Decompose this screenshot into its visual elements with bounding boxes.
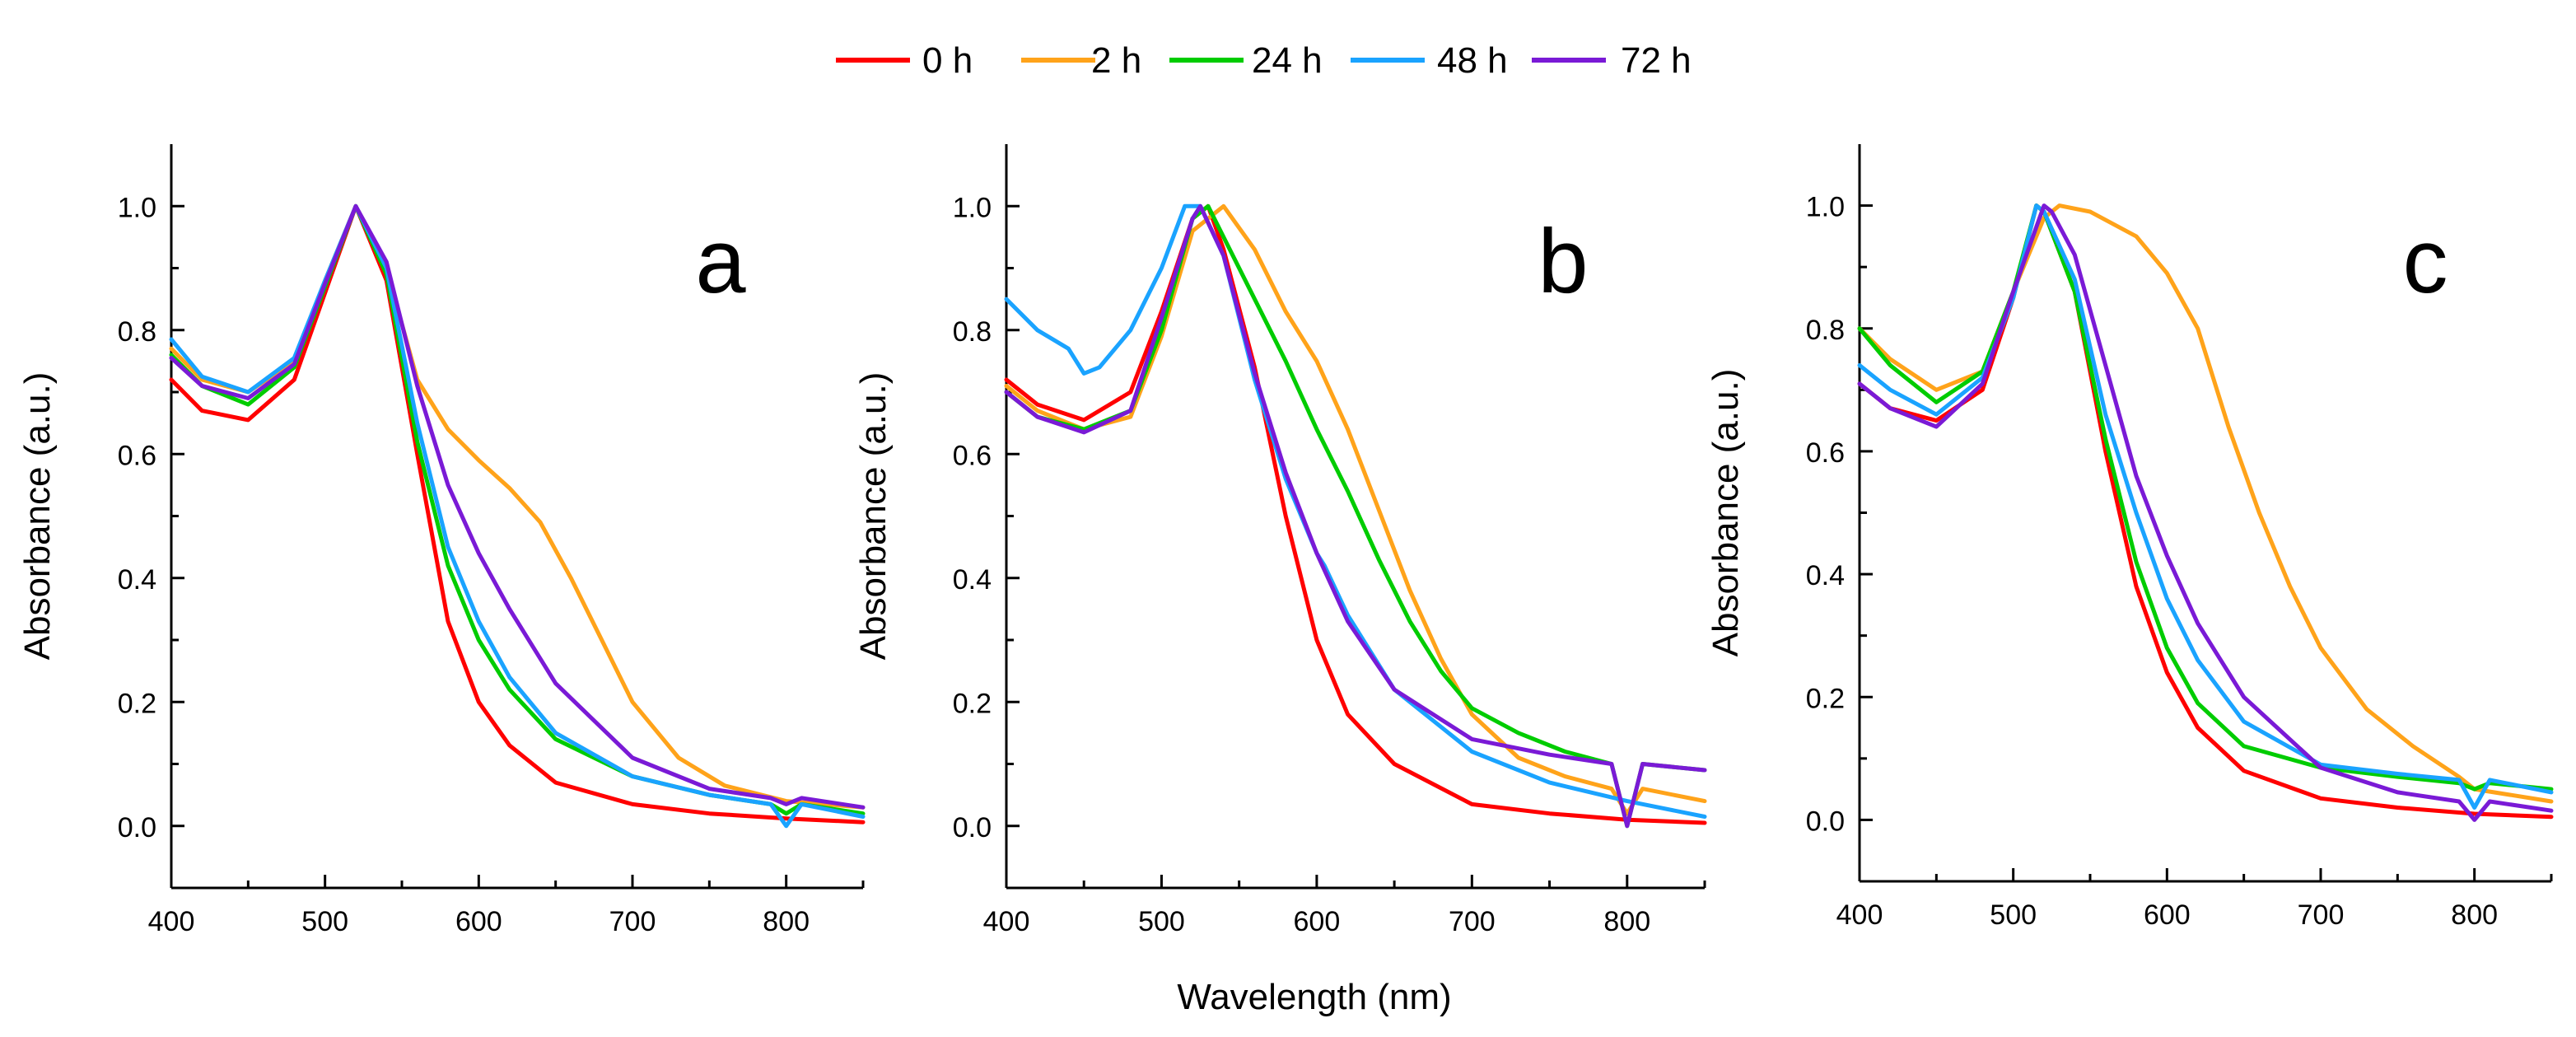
x-tick-label: 800 [763,906,810,937]
x-tick-label: 600 [1294,906,1341,937]
y-tick-label: 0.6 [1806,437,1845,469]
series-line-72h [1004,203,1707,829]
y-tick-label: 0.4 [118,564,156,596]
x-tick-label: 700 [1449,906,1496,937]
x-tick-label: 800 [2451,899,2498,931]
chart-panel-a: 0.0 0.2 0.4 0.6 0.8 1.0 400 500 600 700 800 Absorba… [17,144,866,937]
y-tick-label: 0.4 [1806,560,1845,591]
x-tick-label: 400 [148,906,195,937]
y-tick-label: 0.6 [953,440,992,471]
legend: 0 h 2 h 24 h 48 h 72 h [836,40,1692,81]
series-line-2h [169,203,866,810]
series-line-0h [1004,203,1707,825]
x-tick-label: 800 [1603,906,1650,937]
series-line-24h [169,203,866,816]
legend-label-2: 24 h [1252,40,1323,81]
y-tick-label: 0.2 [953,688,992,719]
x-tick-label: 500 [1990,899,2037,931]
y-tick-label: 0.8 [953,316,992,348]
chart-panel-b: 0.0 0.2 0.4 0.6 0.8 1.0 400 500 600 700 800 Absorba… [853,144,1707,937]
x-tick-label: 400 [983,906,1030,937]
x-tick-label: 500 [1138,906,1185,937]
legend-label-1: 2 h [1091,40,1141,81]
y-axis-label: Absorbance (a.u.) [17,372,58,661]
series-line-72h [169,203,866,810]
x-tick-label: 400 [1836,899,1883,931]
x-tick-label: 700 [609,906,656,937]
y-tick-label: 1.0 [118,192,156,223]
series-line-72h [1857,203,2554,822]
x-tick-label: 500 [301,906,348,937]
x-tick-label: 600 [2144,899,2191,931]
y-axis-label: Absorbance (a.u.) [1706,369,1746,657]
series-line-24h [1004,203,1707,829]
legend-label-4: 72 h [1621,40,1692,81]
y-tick-label: 0.8 [118,316,156,348]
series-line-2h [1004,203,1707,816]
y-tick-label: 0.6 [118,440,156,471]
y-tick-label: 0.4 [953,564,992,596]
x-tick-label: 700 [2298,899,2345,931]
panel-label: c [2403,211,2448,312]
x-tick-label: 600 [455,906,502,937]
y-tick-label: 0.0 [118,812,156,843]
chart-panel-c: 0.0 0.2 0.4 0.6 0.8 1.0 400 500 600 700 800 Absorba… [1706,144,2554,931]
panel-label: a [695,211,746,312]
y-tick-label: 1.0 [953,192,992,223]
y-tick-label: 0.0 [953,812,992,843]
panel-label: b [1538,211,1588,312]
y-tick-label: 1.0 [1806,192,1845,223]
legend-label-3: 48 h [1437,40,1508,81]
y-axis-label: Absorbance (a.u.) [853,372,894,661]
y-tick-label: 0.0 [1806,806,1845,837]
series-line-48h [169,203,866,829]
series-line-0h [169,203,866,824]
x-axis-label: Wavelength (nm) [1177,977,1451,1017]
y-tick-label: 0.2 [118,688,156,719]
legend-label-0: 0 h [922,40,973,81]
y-tick-label: 0.8 [1806,315,1845,346]
y-tick-label: 0.2 [1806,683,1845,714]
